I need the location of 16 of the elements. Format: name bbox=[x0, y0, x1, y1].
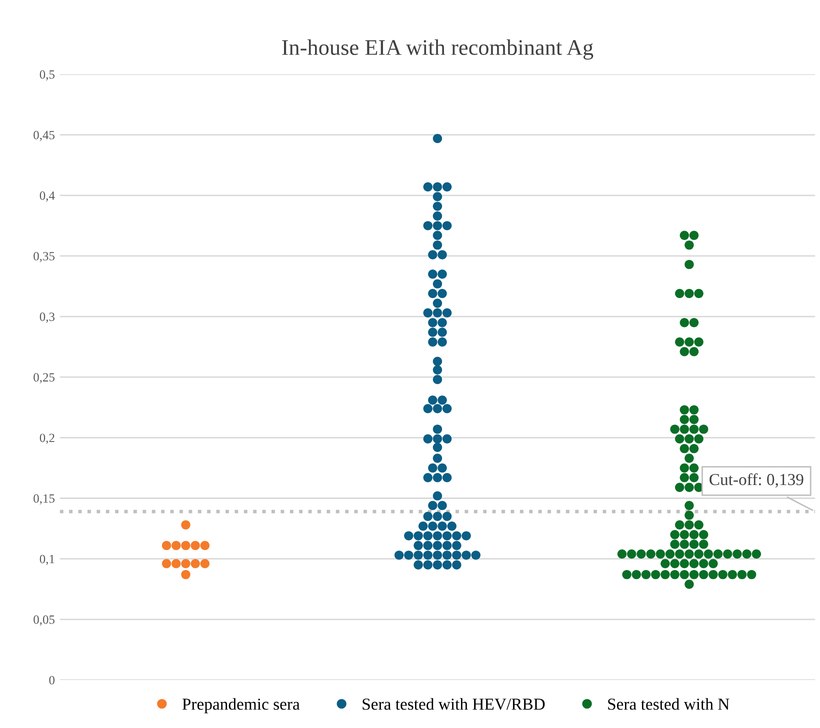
y-tick-label: 0,2 bbox=[40, 434, 54, 444]
y-tick-label: 0,4 bbox=[40, 191, 55, 202]
y-tick-label: 0,15 bbox=[34, 494, 55, 504]
y-tick-label: 0,5 bbox=[40, 70, 55, 81]
y-tick-label: 0,35 bbox=[34, 252, 55, 262]
chart-title: In-house EIA with recombinant Ag bbox=[282, 39, 594, 60]
y-tick-label: 0,05 bbox=[34, 615, 55, 626]
x-tick-label: Prepandemic sera bbox=[182, 698, 300, 714]
y-tick-label: 0,1 bbox=[40, 554, 54, 566]
x-tick-label: Sera tested with HEV/RBD bbox=[362, 698, 545, 710]
ref-line-label: Cut-off: 0,139 bbox=[710, 473, 804, 488]
x-tick-label: Sera tested with N bbox=[608, 698, 730, 710]
y-tick-label: 0,45 bbox=[34, 130, 55, 142]
y-tick-label: 0,25 bbox=[34, 373, 55, 384]
y-tick-label: 0 bbox=[49, 676, 55, 684]
y-tick-label: 0,3 bbox=[40, 312, 55, 323]
